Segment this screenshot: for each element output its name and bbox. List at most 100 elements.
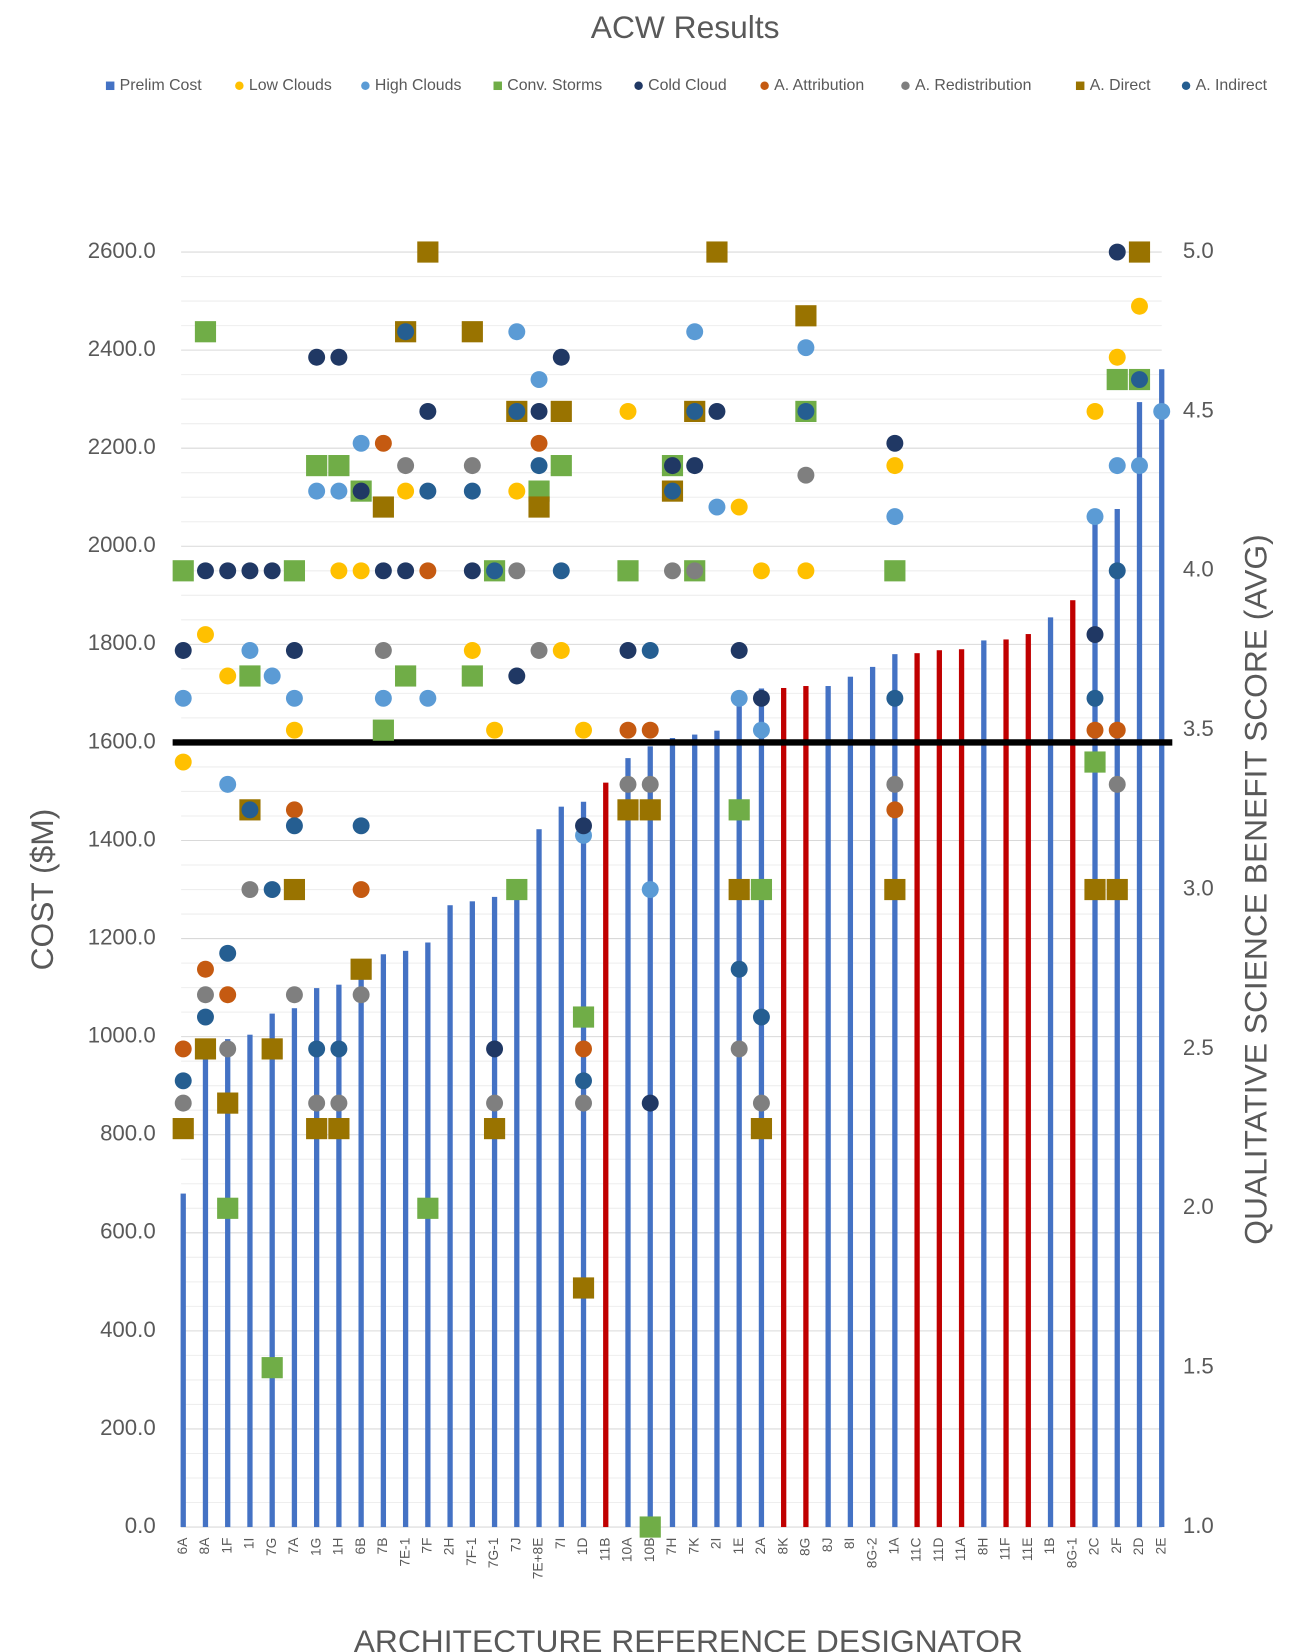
marker-circle	[286, 690, 303, 707]
x-tick-label: 7F-1	[464, 1538, 479, 1566]
marker-square	[729, 799, 750, 820]
bar	[536, 829, 541, 1527]
marker-square	[751, 1118, 772, 1139]
marker-circle	[464, 483, 481, 500]
marker-circle	[175, 1072, 192, 1089]
bar	[181, 1194, 186, 1527]
marker-circle	[797, 562, 814, 579]
bar	[737, 702, 742, 1527]
legend-label: Conv. Storms	[507, 77, 602, 94]
marker-circle	[686, 403, 703, 420]
marker-circle	[397, 323, 414, 340]
marker-circle	[731, 690, 748, 707]
x-tick-label: 8I	[842, 1538, 857, 1549]
x-tick-label: 2A	[753, 1537, 768, 1555]
x-tick-label: 8K	[775, 1537, 790, 1555]
marker-circle	[330, 562, 347, 579]
marker-circle	[686, 323, 703, 340]
y-tick-label: 1800.0	[88, 630, 156, 655]
x-tick-label: 2H	[442, 1538, 457, 1556]
marker-circle	[308, 1095, 325, 1112]
x-tick-label: 11E	[1020, 1538, 1035, 1561]
bar	[381, 954, 386, 1527]
x-tick-label: 10B	[642, 1538, 657, 1562]
y2-tick-label: 2.0	[1183, 1194, 1214, 1219]
marker-circle	[219, 1040, 236, 1057]
x-tick-label: 7H	[664, 1538, 679, 1556]
marker-circle	[797, 339, 814, 356]
marker-circle	[375, 642, 392, 659]
marker-circle	[531, 371, 548, 388]
y-axis-title: COST ($M)	[24, 809, 60, 971]
marker-circle	[1087, 403, 1104, 420]
marker-circle	[886, 801, 903, 818]
marker-circle	[620, 722, 637, 739]
marker-circle	[642, 642, 659, 659]
x-tick-label: 8J	[820, 1538, 835, 1553]
page: {"chart_data": { "type": "bar", "title":…	[0, 0, 1292, 1652]
bar	[825, 686, 830, 1527]
marker-square	[551, 401, 572, 422]
y-tick-label: 1200.0	[88, 924, 156, 949]
bar	[1115, 509, 1120, 1527]
x-tick-label: 2C	[1087, 1538, 1102, 1556]
marker-circle	[508, 483, 525, 500]
x-tick-label: 6B	[353, 1538, 368, 1555]
legend-swatch	[1182, 82, 1190, 90]
marker-circle	[1131, 457, 1148, 474]
x-tick-label: 2F	[1109, 1538, 1124, 1554]
marker-circle	[486, 1095, 503, 1112]
marker-circle	[286, 642, 303, 659]
y2-tick-label: 3.0	[1183, 875, 1214, 900]
marker-circle	[575, 1072, 592, 1089]
bar	[603, 783, 608, 1527]
x-tick-label: 7F	[419, 1538, 434, 1554]
marker-square	[617, 799, 638, 820]
marker-circle	[308, 483, 325, 500]
marker-circle	[397, 562, 414, 579]
legend-swatch	[235, 82, 243, 90]
bar	[692, 735, 697, 1527]
marker-square	[328, 1118, 349, 1139]
y-tick-label: 2000.0	[88, 532, 156, 557]
x-tick-label: 8G-2	[864, 1538, 879, 1569]
marker-square	[1129, 241, 1150, 262]
x-tick-label: 11B	[597, 1538, 612, 1561]
marker-square	[395, 665, 416, 686]
marker-circle	[286, 722, 303, 739]
marker-square	[751, 879, 772, 900]
marker-circle	[508, 323, 525, 340]
y2-tick-label: 2.5	[1183, 1035, 1214, 1060]
bar	[1003, 639, 1008, 1527]
x-tick-label: 2I	[709, 1538, 724, 1549]
marker-circle	[1109, 722, 1126, 739]
marker-circle	[375, 690, 392, 707]
x-tick-label: 8G-1	[1064, 1538, 1079, 1569]
bar	[492, 897, 497, 1527]
marker-circle	[375, 435, 392, 452]
marker-square	[262, 1357, 283, 1378]
x-tick-label: 1H	[331, 1538, 346, 1556]
marker-circle	[308, 1040, 325, 1057]
marker-square	[351, 959, 372, 980]
x-tick-label: 11D	[931, 1538, 946, 1562]
marker-circle	[575, 1095, 592, 1112]
bar	[203, 1044, 208, 1527]
marker-square	[573, 1277, 594, 1298]
marker-circle	[531, 642, 548, 659]
marker-circle	[642, 881, 659, 898]
marker-circle	[353, 562, 370, 579]
marker-circle	[1131, 298, 1148, 315]
marker-circle	[175, 690, 192, 707]
chart: ACW Results ARCHITECTURE REFERENCE DESIG…	[0, 0, 1292, 1652]
marker-circle	[1153, 403, 1170, 420]
marker-circle	[753, 1009, 770, 1026]
marker-circle	[553, 642, 570, 659]
marker-circle	[353, 435, 370, 452]
marker-circle	[353, 986, 370, 1003]
marker-circle	[419, 562, 436, 579]
legend-swatch	[1076, 82, 1084, 90]
y2-tick-label: 1.0	[1183, 1513, 1214, 1538]
marker-circle	[508, 562, 525, 579]
marker-square	[217, 1093, 238, 1114]
